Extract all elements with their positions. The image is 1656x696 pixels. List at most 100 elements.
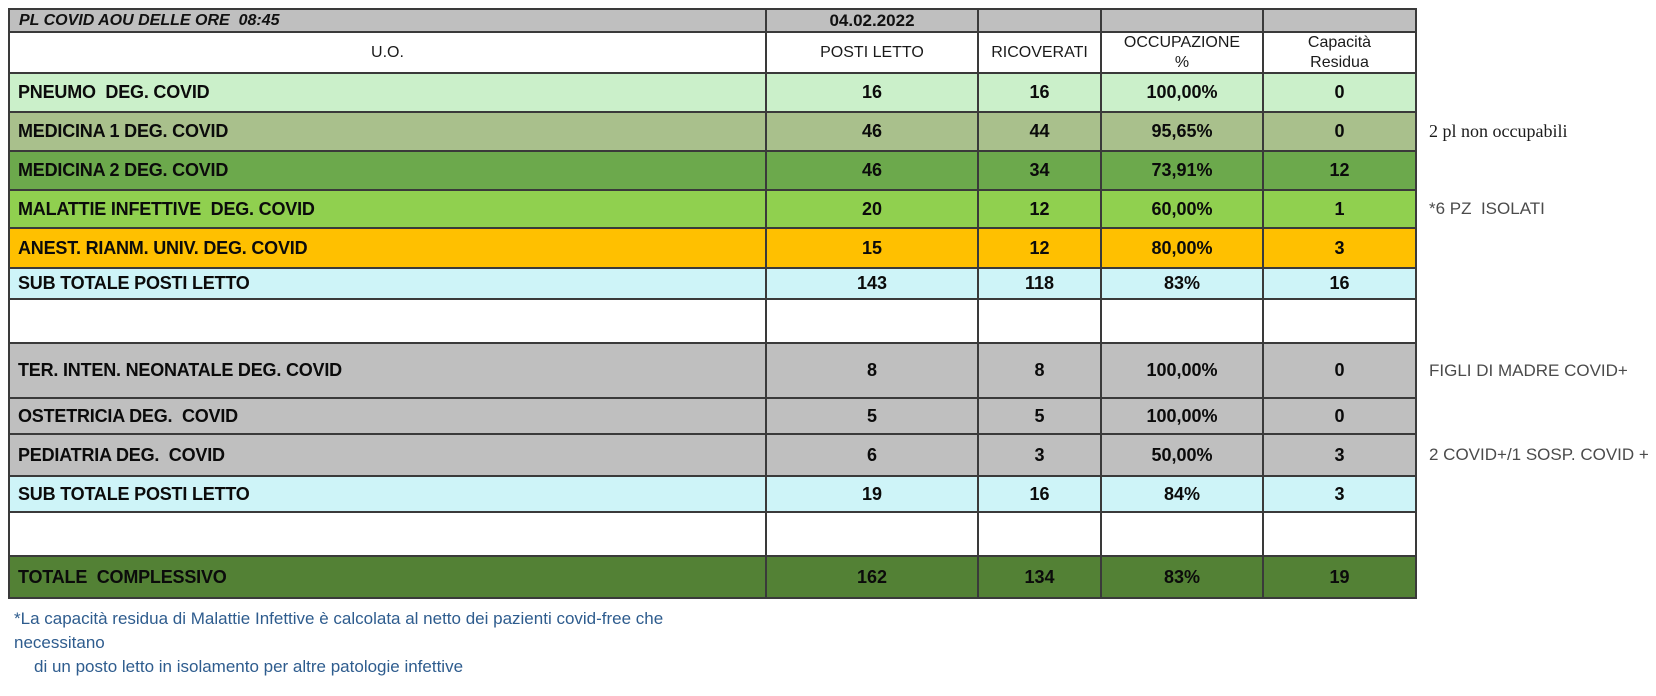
posti-letto-cell: 8 [765, 342, 979, 399]
footnote-line-2: necessitano [14, 633, 105, 653]
column-header-ricoverati: RICOVERATI [977, 31, 1102, 74]
occupazione-cell: 60,00% [1100, 189, 1264, 229]
table-row-subtotale-1: SUB TOTALE POSTI LETTO 143 118 83% 16 [8, 267, 1656, 300]
posti-letto-cell: 6 [765, 433, 979, 477]
row-annotation: 2 pl non occupabili [1416, 112, 1656, 151]
footnote-line-3: di un posto letto in isolamento per altr… [34, 657, 464, 677]
uo-cell: TOTALE COMPLESSIVO [8, 555, 767, 599]
empty-cell [8, 298, 767, 344]
uo-cell: TER. INTEN. NEONATALE DEG. COVID [8, 342, 767, 399]
empty-cell [1100, 298, 1264, 344]
capacita-cell: 3 [1262, 227, 1417, 269]
column-header-occupazione: OCCUPAZIONE % [1100, 31, 1264, 74]
occupazione-cell: 100,00% [1100, 342, 1264, 399]
report-date: 04.02.2022 [765, 8, 979, 33]
occupazione-cell: 83% [1100, 555, 1264, 599]
row-annotation: 2 COVID+/1 SOSP. COVID + [1416, 434, 1656, 476]
table-row-empty [8, 298, 1656, 344]
note-cell [1416, 476, 1656, 512]
empty-cell [8, 511, 767, 557]
note-cell [1416, 398, 1656, 434]
occupazione-cell: 83% [1100, 267, 1264, 300]
table-row-ter-inten-neonatale: TER. INTEN. NEONATALE DEG. COVID 8 8 100… [8, 342, 1656, 399]
row-annotation: *6 PZ ISOLATI [1416, 190, 1656, 228]
note-cell [1416, 228, 1656, 268]
ricoverati-cell: 44 [977, 111, 1102, 152]
capacita-cell: 19 [1262, 555, 1417, 599]
occupazione-cell: 73,91% [1100, 150, 1264, 191]
table-row-malattie-infettive: MALATTIE INFETTIVE DEG. COVID 20 12 60,0… [8, 189, 1656, 229]
note-cell [1416, 556, 1656, 598]
capacita-cell: 0 [1262, 397, 1417, 435]
note-cell [1416, 32, 1656, 73]
ricoverati-cell: 8 [977, 342, 1102, 399]
table-row-medicina-1: MEDICINA 1 DEG. COVID 46 44 95,65% 0 2 p… [8, 111, 1656, 152]
column-header-row: U.O. POSTI LETTO RICOVERATI OCCUPAZIONE … [8, 31, 1656, 74]
posti-letto-cell: 46 [765, 150, 979, 191]
empty-cell [765, 511, 979, 557]
title-spacer-cell [1262, 8, 1417, 33]
capacita-cell: 0 [1262, 342, 1417, 399]
report-title: PL COVID AOU DELLE ORE 08:45 [8, 8, 767, 33]
title-spacer-cell [977, 8, 1102, 33]
uo-cell: SUB TOTALE POSTI LETTO [8, 475, 767, 513]
row-annotation: FIGLI DI MADRE COVID+ [1416, 343, 1656, 398]
empty-cell [765, 298, 979, 344]
title-spacer-cell [1100, 8, 1264, 33]
uo-cell: MEDICINA 2 DEG. COVID [8, 150, 767, 191]
note-cell [1416, 151, 1656, 190]
column-header-capacita: Capacità Residua [1262, 31, 1417, 74]
covid-beds-table: PL COVID AOU DELLE ORE 08:45 04.02.2022 … [8, 8, 1656, 599]
empty-cell [977, 511, 1102, 557]
table-row-medicina-2: MEDICINA 2 DEG. COVID 46 34 73,91% 12 [8, 150, 1656, 191]
note-cell [1416, 73, 1656, 112]
ricoverati-cell: 118 [977, 267, 1102, 300]
occupazione-cell: 84% [1100, 475, 1264, 513]
column-header-uo: U.O. [8, 31, 767, 74]
capacita-cell: 16 [1262, 267, 1417, 300]
ricoverati-cell: 16 [977, 72, 1102, 113]
footnote: *La capacità residua di Malattie Infetti… [14, 607, 1656, 679]
uo-cell: PEDIATRIA DEG. COVID [8, 433, 767, 477]
capacita-cell: 3 [1262, 433, 1417, 477]
capacita-cell: 0 [1262, 72, 1417, 113]
uo-cell: MEDICINA 1 DEG. COVID [8, 111, 767, 152]
note-cell [1416, 299, 1656, 343]
posti-letto-cell: 5 [765, 397, 979, 435]
occupazione-cell: 95,65% [1100, 111, 1264, 152]
uo-cell: SUB TOTALE POSTI LETTO [8, 267, 767, 300]
occupazione-cell: 100,00% [1100, 397, 1264, 435]
ricoverati-cell: 134 [977, 555, 1102, 599]
occupazione-cell: 100,00% [1100, 72, 1264, 113]
posti-letto-cell: 15 [765, 227, 979, 269]
ricoverati-cell: 16 [977, 475, 1102, 513]
ricoverati-cell: 3 [977, 433, 1102, 477]
capacita-cell: 3 [1262, 475, 1417, 513]
ricoverati-cell: 34 [977, 150, 1102, 191]
footnote-line-1: *La capacità residua di Malattie Infetti… [14, 609, 664, 628]
uo-cell: OSTETRICIA DEG. COVID [8, 397, 767, 435]
note-cell [1416, 9, 1656, 32]
posti-letto-cell: 143 [765, 267, 979, 300]
table-row-ostetricia: OSTETRICIA DEG. COVID 5 5 100,00% 0 [8, 397, 1656, 435]
ricoverati-cell: 12 [977, 189, 1102, 229]
empty-cell [1262, 511, 1417, 557]
table-row-pediatria: PEDIATRIA DEG. COVID 6 3 50,00% 3 2 COVI… [8, 433, 1656, 477]
note-cell [1416, 512, 1656, 556]
uo-cell: MALATTIE INFETTIVE DEG. COVID [8, 189, 767, 229]
table-row-empty [8, 511, 1656, 557]
table-row-totale-complessivo: TOTALE COMPLESSIVO 162 134 83% 19 [8, 555, 1656, 599]
table-title-row: PL COVID AOU DELLE ORE 08:45 04.02.2022 [8, 8, 1656, 33]
posti-letto-cell: 19 [765, 475, 979, 513]
column-header-posti-letto: POSTI LETTO [765, 31, 979, 74]
table-row-pneumo: PNEUMO DEG. COVID 16 16 100,00% 0 [8, 72, 1656, 113]
empty-cell [1100, 511, 1264, 557]
posti-letto-cell: 162 [765, 555, 979, 599]
capacita-cell: 0 [1262, 111, 1417, 152]
table-row-anest-rianm: ANEST. RIANM. UNIV. DEG. COVID 15 12 80,… [8, 227, 1656, 269]
empty-cell [1262, 298, 1417, 344]
capacita-cell: 12 [1262, 150, 1417, 191]
posti-letto-cell: 16 [765, 72, 979, 113]
ricoverati-cell: 12 [977, 227, 1102, 269]
posti-letto-cell: 46 [765, 111, 979, 152]
